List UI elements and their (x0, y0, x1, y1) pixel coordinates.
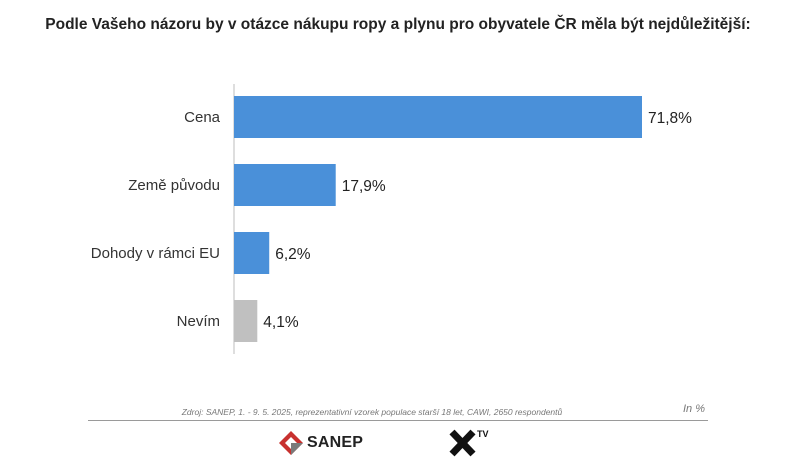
sanep-logo-icon (279, 431, 303, 455)
value-label-1: 71,8% (648, 110, 692, 127)
bar-1 (234, 96, 642, 138)
bar-2 (234, 164, 336, 206)
category-label-4: Nevím (177, 313, 220, 330)
value-label-3: 6,2% (275, 246, 311, 263)
bar-4 (234, 300, 258, 342)
unit-label: In % (683, 403, 706, 415)
bar-chart: Cena 71,8% Země původu 17,9% Dohody v rámci … (91, 84, 692, 354)
chart-title: Podle Vašeho názoru by v otázce nákupu r… (45, 16, 751, 33)
xtv-logo-text: TV (477, 429, 489, 439)
category-label-2: Země původu (128, 177, 220, 194)
x-mark-icon (449, 429, 476, 457)
category-label-1: Cena (184, 109, 221, 126)
sanep-logo-text: SANEP (307, 434, 364, 451)
category-label-3: Dohody v rámci EU (91, 245, 220, 262)
value-label-2: 17,9% (342, 178, 386, 195)
sanep-logo: SANEP (278, 428, 363, 458)
value-label-4: 4,1% (263, 314, 299, 331)
xtv-logo: TV (448, 428, 489, 458)
source-note: Zdroj: SANEP, 1. - 9. 5. 2025, reprezent… (181, 407, 563, 417)
footer-divider (88, 420, 708, 421)
bar-3 (234, 232, 270, 274)
